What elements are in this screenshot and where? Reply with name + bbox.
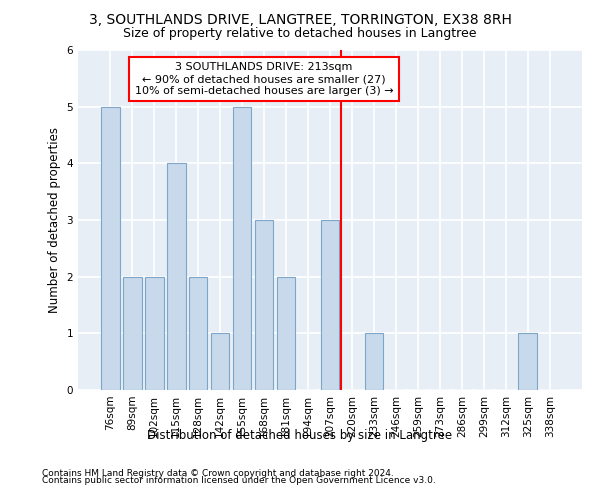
Y-axis label: Number of detached properties: Number of detached properties bbox=[48, 127, 61, 313]
Text: 3, SOUTHLANDS DRIVE, LANGTREE, TORRINGTON, EX38 8RH: 3, SOUTHLANDS DRIVE, LANGTREE, TORRINGTO… bbox=[89, 12, 511, 26]
Bar bbox=[518, 334, 537, 390]
Bar bbox=[123, 276, 142, 390]
Bar bbox=[233, 106, 251, 390]
Text: Size of property relative to detached houses in Langtree: Size of property relative to detached ho… bbox=[123, 28, 477, 40]
Text: Distribution of detached houses by size in Langtree: Distribution of detached houses by size … bbox=[148, 430, 452, 442]
Bar bbox=[189, 276, 208, 390]
Text: Contains public sector information licensed under the Open Government Licence v3: Contains public sector information licen… bbox=[42, 476, 436, 485]
Bar bbox=[320, 220, 340, 390]
Bar bbox=[167, 164, 185, 390]
Bar bbox=[255, 220, 274, 390]
Text: 3 SOUTHLANDS DRIVE: 213sqm
← 90% of detached houses are smaller (27)
10% of semi: 3 SOUTHLANDS DRIVE: 213sqm ← 90% of deta… bbox=[135, 62, 394, 96]
Bar bbox=[211, 334, 229, 390]
Bar bbox=[145, 276, 164, 390]
Text: Contains HM Land Registry data © Crown copyright and database right 2024.: Contains HM Land Registry data © Crown c… bbox=[42, 468, 394, 477]
Bar bbox=[277, 276, 295, 390]
Bar bbox=[101, 106, 119, 390]
Bar bbox=[365, 334, 383, 390]
